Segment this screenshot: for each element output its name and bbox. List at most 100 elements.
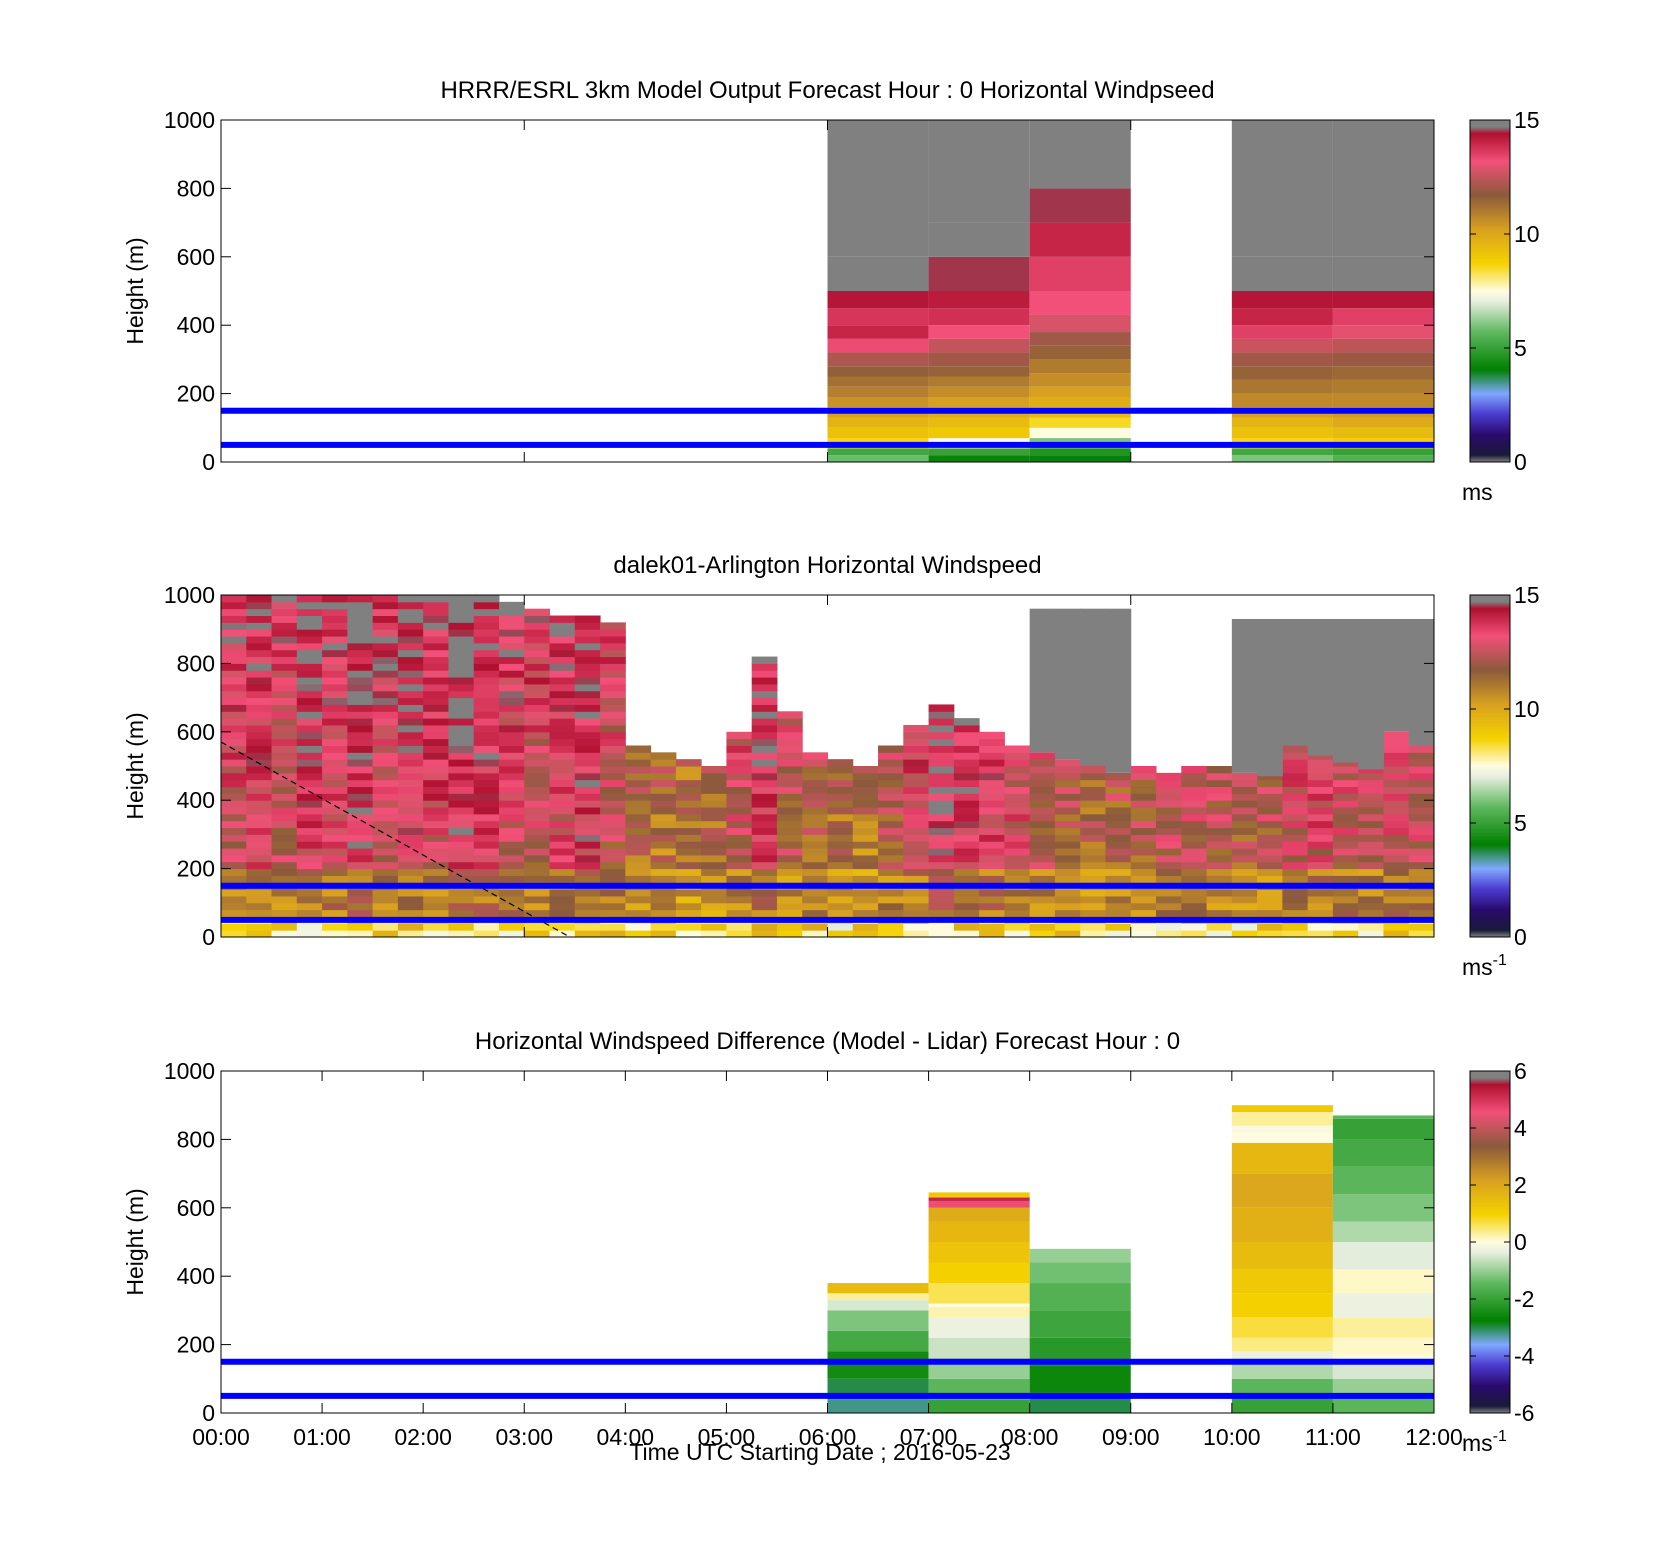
- cell-lidar-4-760: [322, 670, 348, 678]
- cell-lidar-10-680: [473, 697, 500, 705]
- cell-lidar-10-860: [473, 636, 500, 644]
- cell-lidar-26-320: [878, 820, 904, 829]
- cell-lidar-2-60: [271, 909, 298, 917]
- cell-lidar-3-860: [296, 636, 323, 644]
- cell-lidar-27-240: [903, 848, 930, 856]
- cell-lidar-39-340: [1206, 813, 1233, 822]
- cell-lidar-30-300: [979, 827, 1005, 835]
- cell-lidar-0-240: [221, 848, 247, 856]
- cell-lidar-2-300: [271, 827, 298, 835]
- cell-model-1-9: [928, 366, 1030, 377]
- cell-lidar-12-360: [524, 807, 551, 815]
- cell-lidar-43-280: [1307, 834, 1334, 842]
- cell-lidar-7-260: [397, 841, 424, 849]
- cell-lidar-40-300: [1231, 827, 1258, 835]
- cell-lidar-15-160: [600, 875, 626, 883]
- cell-lidar-10-840: [473, 642, 500, 651]
- cell-lidar-17-180: [650, 868, 677, 876]
- cell-lidar-8-300: [423, 827, 449, 835]
- cell-lidar-22-600: [776, 724, 803, 733]
- cell-lidar-7-720: [397, 683, 424, 692]
- cell-lidar-8-360: [423, 807, 449, 815]
- cell-lidar-6-80: [372, 902, 399, 911]
- cell-lidar-15-580: [600, 731, 626, 740]
- cell-lidar-6-680: [372, 697, 399, 705]
- cell-lidar-14-540: [574, 745, 601, 753]
- cell-lidar-22-360: [776, 807, 803, 815]
- cell-lidar-13-920: [549, 615, 576, 623]
- cell-lidar-44-200: [1332, 861, 1359, 870]
- cell-lidar-36-360: [1130, 807, 1157, 815]
- cell-lidar-15-460: [600, 772, 626, 781]
- cell-lidar-24-480: [827, 766, 854, 774]
- cell-lidar-3-740: [296, 677, 323, 685]
- cell-lidar-39-80: [1206, 902, 1233, 911]
- cell-lidar-17-340: [650, 813, 677, 822]
- cell-lidar-10-740: [473, 677, 500, 685]
- cell-lidar-35-80: [1105, 902, 1132, 911]
- cell-lidar-5-80: [347, 902, 374, 911]
- cell-lidar-0-820: [221, 649, 247, 658]
- cell-lidar-23-500: [802, 759, 828, 767]
- cell-lidar-2-420: [271, 786, 298, 794]
- cell-lidar-31-360: [1004, 807, 1031, 815]
- cell-lidar-13-740: [549, 677, 576, 685]
- cell-lidar-18-180: [675, 868, 702, 876]
- cell-lidar-22-160: [776, 875, 803, 883]
- cell-lidar-3-920: [296, 615, 323, 623]
- cell-lidar-12-900: [524, 622, 551, 630]
- cell-lidar-6-520: [372, 752, 399, 760]
- cell-model-3-11: [1231, 325, 1333, 339]
- cell-lidar-7-340: [397, 813, 424, 822]
- cell-lidar-28-460: [928, 772, 955, 781]
- cell-lidar-31-440: [1004, 779, 1031, 788]
- cell-lidar-42-60: [1282, 909, 1309, 917]
- cell-lidar-10-360: [473, 807, 500, 815]
- cell-lidar-40-80: [1231, 902, 1258, 911]
- x-tick-label: 11:00: [1305, 1424, 1361, 1450]
- cell-lidar-12-440: [524, 779, 551, 788]
- cell-lidar-8-380: [423, 800, 449, 808]
- cell-lidar-15-820: [600, 649, 626, 658]
- cell-model-3-14: [1231, 256, 1333, 291]
- cell-lidar-3-900: [296, 622, 323, 630]
- cell-lidar-1-420: [246, 786, 273, 794]
- cell-lidar-0-920: [221, 615, 247, 623]
- cell-lidar-2-200: [271, 861, 298, 870]
- cell-model-3-9: [1231, 352, 1333, 367]
- cell-lidar-2-800: [271, 656, 298, 664]
- cell-difference-1-11: [928, 1207, 1030, 1222]
- cell-lidar-17-0: [650, 930, 677, 938]
- cell-lidar-22-460: [776, 772, 803, 781]
- cell-lidar-13-180: [549, 868, 576, 876]
- cell-lidar-16-500: [625, 759, 652, 767]
- cell-model-1-10: [928, 352, 1030, 367]
- cell-lidar-14-900: [574, 622, 601, 630]
- cell-lidar-21-260: [751, 841, 778, 849]
- cell-lidar-13-600: [549, 724, 576, 733]
- cell-lidar-30-320: [979, 820, 1005, 829]
- cell-lidar-9-660: [448, 704, 475, 712]
- cell-lidar-25-260: [852, 841, 879, 849]
- colorbar-tick-label: 15: [1514, 582, 1540, 608]
- cell-lidar-40-380: [1231, 800, 1258, 808]
- cell-lidar-10-820: [473, 649, 500, 658]
- cell-lidar-13-680: [549, 697, 576, 705]
- cell-lidar-17-460: [650, 772, 677, 781]
- cell-lidar-33-220: [1054, 854, 1081, 863]
- cell-lidar-42-420: [1282, 786, 1309, 794]
- cell-lidar-47-160: [1408, 875, 1435, 883]
- cell-lidar-12-340: [524, 813, 551, 822]
- cell-lidar-24-120: [827, 889, 854, 897]
- cell-lidar-24-200: [827, 861, 854, 870]
- cell-lidar-4-120: [322, 889, 348, 897]
- cell-lidar-17-500: [650, 759, 677, 767]
- cell-lidar-3-980: [296, 595, 323, 603]
- cell-lidar-5-880: [347, 629, 374, 637]
- cell-lidar-3-100: [296, 895, 323, 904]
- cell-lidar-10-560: [473, 738, 500, 746]
- cell-lidar-29-520: [953, 752, 980, 760]
- cell-lidar-45-120: [1358, 889, 1384, 897]
- cell-lidar-22-500: [776, 759, 803, 767]
- cell-lidar-1-740: [246, 677, 273, 685]
